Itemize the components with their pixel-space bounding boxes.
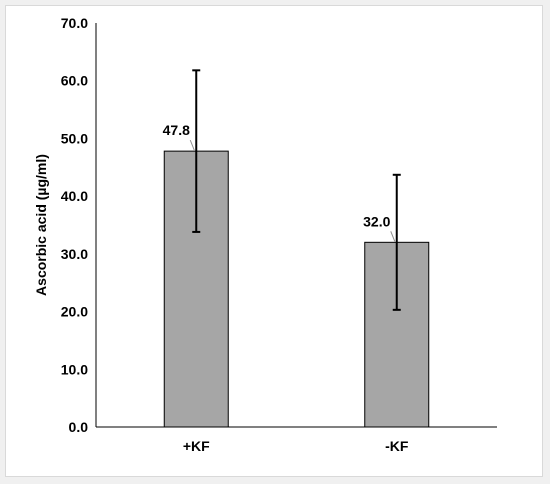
x-tick-label: -KF [385,438,409,454]
data-label: 47.8 [163,122,190,138]
bar-chart: 0.0 10.0 20.0 30.0 40.0 50.0 60.0 70.0 47.8 32.0… [33,15,497,454]
data-label-leader [189,139,195,151]
x-axis-ticks: +KF -KF [183,438,409,454]
y-tick-label: 50.0 [61,130,88,146]
chart-frame: 0.0 10.0 20.0 30.0 40.0 50.0 60.0 70.0 47.8 32.0… [5,5,543,477]
data-label: 32.0 [363,213,390,229]
y-tick-label: 0.0 [69,419,89,435]
bars [163,150,430,428]
y-tick-label: 30.0 [61,246,88,262]
data-label-leader [390,231,396,242]
y-tick-label: 10.0 [61,361,88,377]
y-tick-label: 70.0 [61,15,88,31]
x-tick-label: +KF [183,438,210,454]
y-tick-label: 20.0 [61,304,88,320]
error-bars: 47.8 32.0 [163,69,401,311]
y-axis-title: Ascorbic acid (µg/ml) [33,154,49,296]
y-axis-ticks: 0.0 10.0 20.0 30.0 40.0 50.0 60.0 70.0 [61,15,88,435]
y-tick-label: 60.0 [61,73,88,89]
y-tick-label: 40.0 [61,188,88,204]
